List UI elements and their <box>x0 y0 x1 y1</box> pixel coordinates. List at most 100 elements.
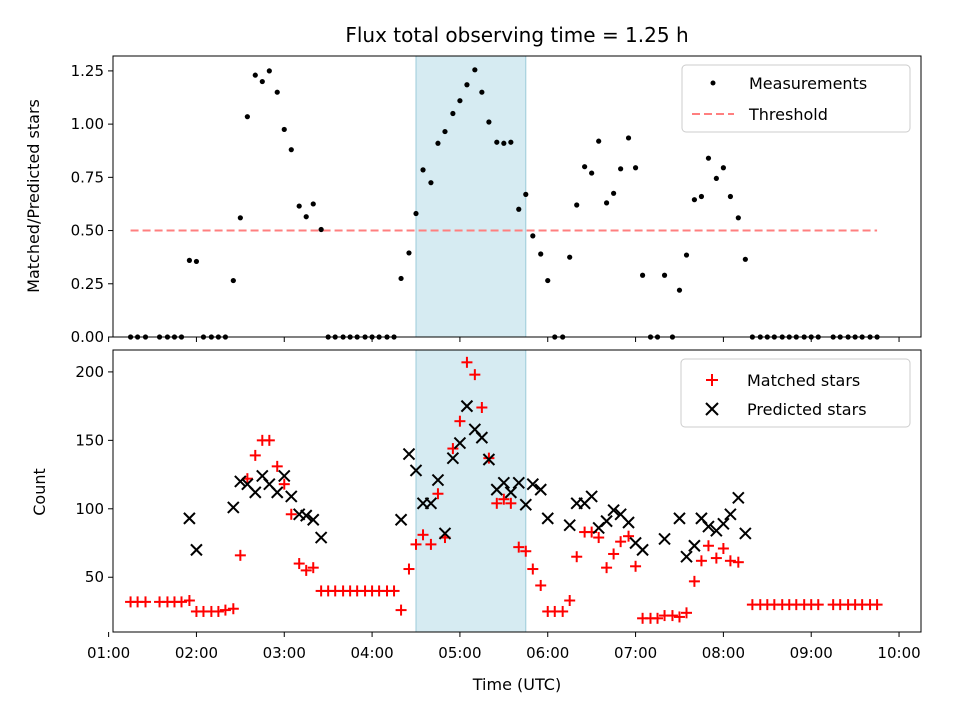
measurement-point <box>296 203 302 209</box>
measurement-point <box>683 252 690 258</box>
x-axis-label: Time (UTC) <box>472 675 561 694</box>
matched-star-point <box>608 548 620 560</box>
top-y-tick-label: 0.25 <box>71 275 104 293</box>
matched-star-point <box>219 604 231 616</box>
matched-star-point <box>666 610 678 622</box>
matched-star-point <box>417 529 429 541</box>
measurement-point <box>589 170 595 176</box>
bottom-x-tick-label: 03:00 <box>263 644 306 662</box>
top-highlight-span <box>415 55 527 338</box>
measurement-point <box>457 98 463 104</box>
matched-star-point <box>571 551 583 563</box>
measurement-point <box>230 277 236 284</box>
measurement-point <box>567 254 573 260</box>
bottom-y-ticks: 50 100 150 200 <box>75 363 113 586</box>
measurement-point <box>193 258 200 265</box>
predicted-star-point <box>658 532 671 546</box>
matched-star-point <box>403 563 415 575</box>
measurement-point <box>237 215 243 221</box>
top-y-tick-label: 0.50 <box>71 222 104 240</box>
legend-matched-label: Matched stars <box>747 371 860 390</box>
measurement-point <box>574 202 580 208</box>
bottom-x-tick-label: 02:00 <box>175 644 218 662</box>
matched-star-point <box>285 508 297 520</box>
matched-star-point <box>702 540 714 552</box>
top-axes-frame <box>112 55 922 338</box>
matched-star-point <box>513 541 525 553</box>
predicted-star-point <box>482 453 496 466</box>
bottom-y-tick-label: 200 <box>75 363 104 381</box>
predicted-star-point <box>438 527 452 540</box>
measurement-point <box>472 67 478 73</box>
measurement-point <box>398 275 404 282</box>
measurement-point <box>464 82 470 88</box>
bottom-x-tick-label: 01:00 <box>87 644 130 662</box>
predicted-star-point <box>190 543 203 557</box>
predicted-star-point <box>227 501 240 514</box>
predicted-star-point <box>453 436 467 450</box>
matched-star-point <box>623 530 635 542</box>
predicted-star-point <box>460 399 474 413</box>
measurement-point <box>676 287 683 293</box>
measurement-point <box>698 193 705 200</box>
top-y-tick-label: 1.00 <box>71 115 104 133</box>
predicted-star-point <box>307 513 320 526</box>
matched-star-point <box>564 595 576 607</box>
bottom-legend: Matched stars Predicted stars <box>680 358 911 428</box>
matched-star-point <box>717 542 729 554</box>
matched-star-point <box>476 401 488 413</box>
predicted-star-point <box>680 550 693 563</box>
predicted-star-point <box>541 512 554 525</box>
bottom-y-axis-label: Count <box>30 468 49 516</box>
predicted-star-point <box>394 513 408 526</box>
legend-matched-marker <box>706 374 718 386</box>
measurement-point <box>530 233 536 239</box>
matched-star-point <box>388 585 400 597</box>
predicted-star-points <box>183 399 752 563</box>
measurement-point <box>538 251 544 257</box>
matched-star-point <box>249 449 261 461</box>
measurement-point <box>582 164 588 170</box>
measurement-point <box>516 206 522 212</box>
predicted-star-point <box>600 514 613 528</box>
measurement-points <box>127 67 880 340</box>
predicted-star-point <box>285 490 298 503</box>
measurement-point <box>603 200 610 206</box>
bottom-y-tick-label: 150 <box>75 431 104 449</box>
matched-star-points <box>125 356 883 624</box>
matched-star-point <box>673 611 685 623</box>
predicted-star-point <box>512 476 525 489</box>
measurement-point <box>428 180 434 186</box>
predicted-star-point <box>739 527 752 540</box>
matched-star-point <box>520 545 532 557</box>
predicted-star-point <box>497 476 511 489</box>
predicted-star-point <box>673 512 686 525</box>
measurement-point <box>244 114 250 120</box>
measurement-point <box>501 140 507 146</box>
measurement-point <box>713 175 719 182</box>
matched-star-point <box>695 555 707 567</box>
predicted-star-point <box>446 451 460 465</box>
matched-star-point <box>271 460 283 472</box>
measurement-point <box>742 256 748 262</box>
measurement-point <box>266 68 272 74</box>
matched-star-point <box>527 563 539 575</box>
matched-star-point <box>681 607 693 619</box>
matched-star-point <box>724 555 736 567</box>
top-y-axis-label: Matched/Predicted stars <box>24 99 43 293</box>
bottom-panel: 50 100 150 200 01:00 02:00 03:00 04:00 05:00 06:… <box>30 349 922 694</box>
bottom-x-tick-label: 07:00 <box>614 644 657 662</box>
measurement-point <box>494 139 500 145</box>
bottom-x-tick-label: 04:00 <box>350 644 393 662</box>
predicted-star-point <box>622 516 635 529</box>
matched-star-point <box>307 562 319 574</box>
predicted-star-point <box>504 486 518 499</box>
measurement-point <box>435 140 441 146</box>
bottom-x-tick-label: 09:00 <box>790 644 833 662</box>
matched-star-point <box>300 564 312 576</box>
measurement-point <box>442 128 448 135</box>
matched-star-point <box>505 497 517 509</box>
matched-star-point <box>425 538 437 550</box>
measurement-point <box>735 215 741 221</box>
